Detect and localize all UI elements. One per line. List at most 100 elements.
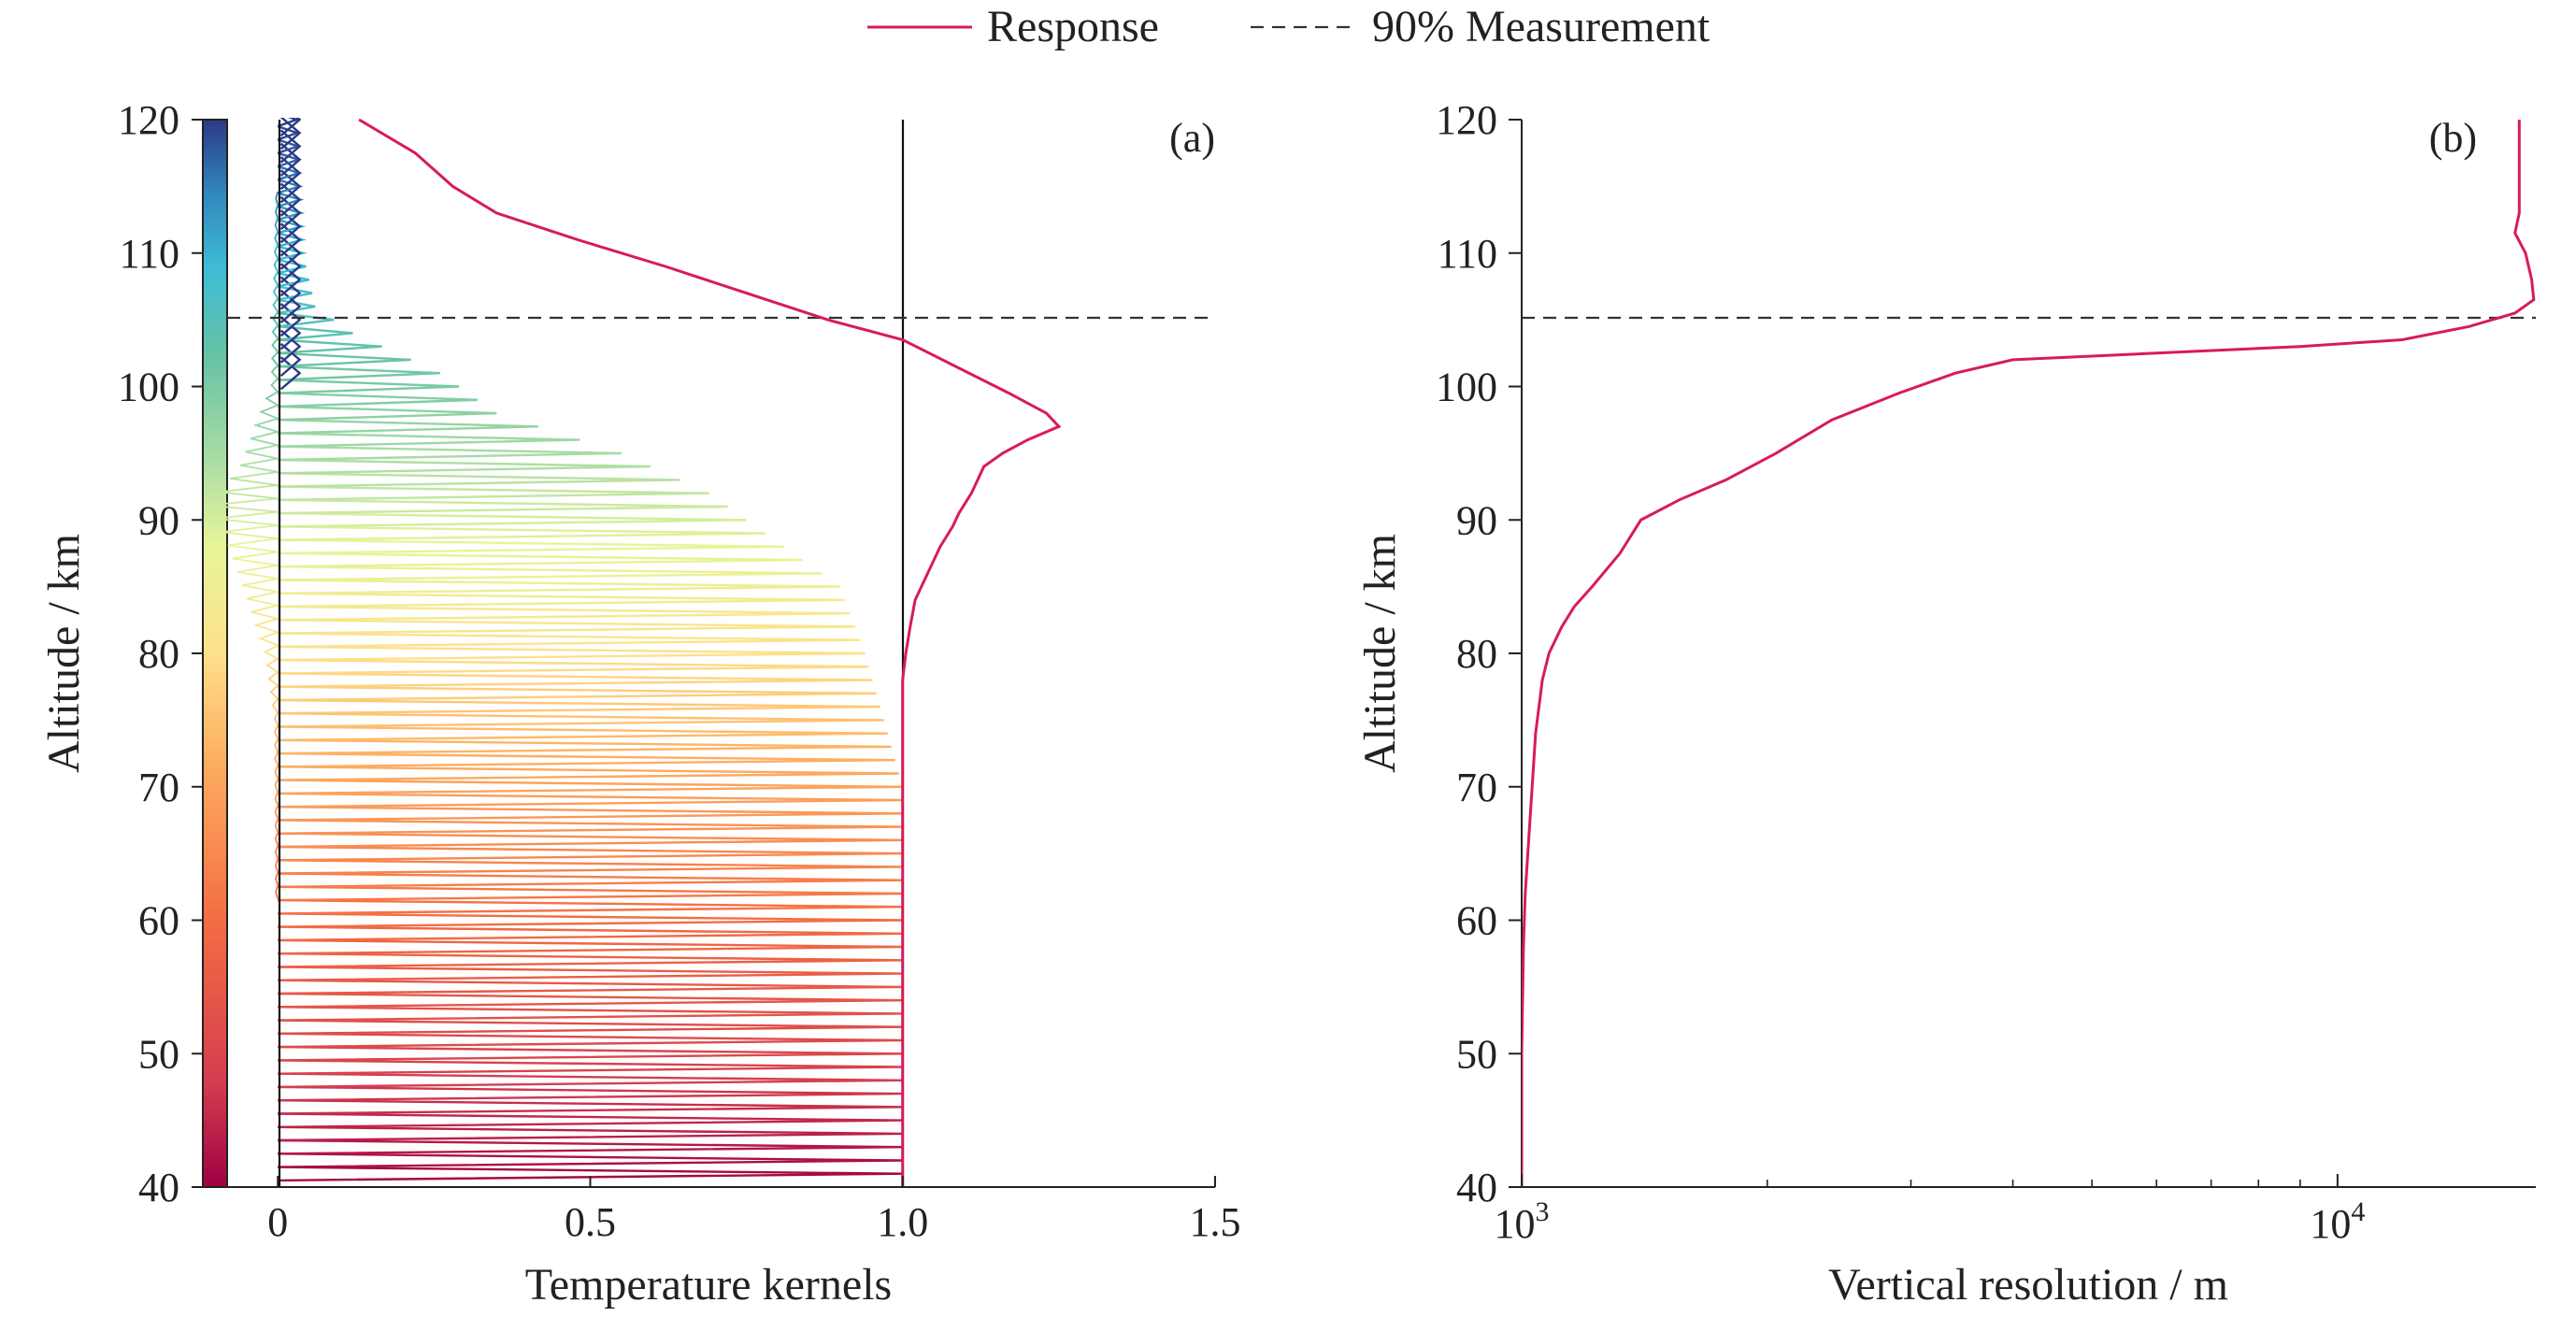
y-tick-label-b: 120 bbox=[1436, 97, 1497, 143]
kernel-line bbox=[278, 551, 803, 568]
kernel-negative-lobe bbox=[271, 697, 279, 713]
colorbar bbox=[202, 119, 228, 1188]
kernel-line bbox=[278, 565, 822, 581]
kernel-line bbox=[278, 779, 903, 795]
panel-a: 0 0.5 1.0 1.5 40 50 60 70 80 90 100 110 120 (a) Temp… bbox=[39, 97, 1241, 1310]
kernel-line bbox=[278, 1152, 903, 1168]
y-tick-label-a: 120 bbox=[118, 97, 179, 143]
y-tick-label-a: 100 bbox=[118, 365, 179, 410]
kernel-lines bbox=[208, 118, 903, 1182]
kernel-negative-lobe bbox=[273, 258, 279, 273]
kernel-line bbox=[278, 992, 903, 1009]
kernel-negative-lobe bbox=[271, 324, 279, 339]
y-tick-label-b: 60 bbox=[1456, 898, 1497, 944]
kernel-line bbox=[278, 538, 784, 555]
kernel-line bbox=[278, 979, 903, 995]
kernel-line bbox=[278, 738, 892, 755]
kernel-negative-lobe bbox=[275, 885, 279, 899]
y-tick-label-a: 110 bbox=[120, 231, 179, 277]
kernel-line bbox=[278, 658, 869, 675]
y-tick-label-a: 80 bbox=[138, 631, 179, 677]
kernel-negative-lobe bbox=[265, 391, 279, 407]
kernel-line bbox=[278, 525, 766, 541]
kernel-negative-lobe bbox=[252, 618, 279, 634]
kernel-upper-band bbox=[279, 236, 302, 270]
x-tick-label-b: 104 bbox=[2310, 1196, 2365, 1247]
kernel-line bbox=[278, 379, 460, 394]
kernel-negative-lobe bbox=[250, 431, 279, 447]
kernel-upper-band bbox=[279, 303, 302, 337]
y-tick-label-b: 70 bbox=[1456, 765, 1497, 810]
kernel-upper-band bbox=[279, 249, 302, 284]
kernel-line bbox=[277, 138, 302, 154]
kernel-negative-lobe bbox=[275, 871, 279, 886]
kernel-negative-lobe bbox=[274, 205, 279, 219]
kernel-negative-lobe bbox=[271, 337, 279, 352]
x-tick-label-a: 1.0 bbox=[877, 1199, 928, 1245]
x-axis-label-a: Temperature kernels bbox=[525, 1260, 892, 1310]
kernel-line bbox=[278, 645, 866, 662]
kernel-negative-lobe bbox=[269, 684, 279, 700]
panel-label-a: (a) bbox=[1169, 115, 1215, 161]
kernel-line bbox=[277, 232, 307, 248]
kernel-negative-lobe bbox=[272, 284, 279, 299]
kernel-negative-lobe bbox=[267, 671, 279, 687]
kernel-line bbox=[278, 1072, 903, 1089]
y-tick-label-b: 40 bbox=[1456, 1165, 1497, 1210]
kernel-line bbox=[278, 898, 903, 915]
kernel-negative-lobe bbox=[273, 711, 279, 726]
kernel-line bbox=[278, 498, 728, 515]
kernel-line bbox=[277, 124, 301, 141]
x-axis-label-b: Vertical resolution / m bbox=[1828, 1260, 2228, 1310]
kernel-line bbox=[278, 1045, 903, 1062]
y-tick-label-b: 100 bbox=[1436, 365, 1497, 410]
kernel-upper-band bbox=[279, 263, 302, 297]
kernel-line bbox=[278, 579, 840, 594]
kernel-upper-band bbox=[279, 222, 302, 257]
kernel-upper-band bbox=[279, 209, 302, 244]
kernel-negative-lobe bbox=[273, 244, 279, 259]
kernel-line bbox=[278, 311, 335, 328]
kernel-line bbox=[278, 432, 580, 448]
kernel-negative-lobe bbox=[245, 444, 279, 460]
kernel-line bbox=[278, 1112, 903, 1128]
kernel-negative-lobe bbox=[258, 631, 279, 647]
kernel-negative-lobe bbox=[274, 792, 279, 807]
kernel-line bbox=[278, 672, 873, 688]
kernel-upper-band bbox=[279, 118, 302, 137]
kernel-negative-lobe bbox=[274, 738, 279, 752]
kernel-line bbox=[278, 338, 382, 354]
kernel-line bbox=[278, 1032, 903, 1049]
kernel-line bbox=[278, 592, 846, 608]
kernel-upper-band bbox=[279, 356, 302, 391]
kernel-negative-lobe bbox=[215, 510, 279, 526]
legend-response-label: Response bbox=[987, 2, 1159, 51]
ticks-a: 0 0.5 1.0 1.5 40 50 60 70 80 90 100 110 120 bbox=[118, 97, 1241, 1245]
kernel-line bbox=[278, 619, 855, 635]
kernel-negative-lobe bbox=[265, 657, 279, 673]
kernel-negative-lobe bbox=[274, 752, 279, 766]
kernel-negative-lobe bbox=[221, 524, 279, 540]
kernel-negative-lobe bbox=[274, 724, 279, 739]
kernel-negative-lobe bbox=[208, 497, 279, 513]
panel-label-b: (b) bbox=[2429, 115, 2477, 161]
kernel-negative-lobe bbox=[271, 351, 279, 366]
kernel-line bbox=[278, 351, 411, 368]
kernel-line bbox=[278, 712, 884, 728]
kernel-upper-band bbox=[279, 289, 302, 323]
kernel-line bbox=[278, 1019, 903, 1035]
kernel-negative-lobe bbox=[275, 191, 279, 206]
kernel-line bbox=[277, 118, 300, 128]
kernel-line bbox=[278, 1006, 903, 1022]
y-tick-label-a: 40 bbox=[138, 1165, 179, 1210]
y-axis-label-b: Altitude / km bbox=[1355, 534, 1405, 773]
legend-measurement-label: 90% Measurement bbox=[1372, 2, 1710, 51]
kernel-negative-lobe bbox=[232, 551, 279, 566]
kernel-negative-lobe bbox=[241, 578, 279, 594]
kernel-negative-lobe bbox=[274, 231, 279, 246]
response-curve-b bbox=[1522, 120, 2536, 1187]
kernel-negative-lobe bbox=[273, 271, 279, 286]
kernel-negative-lobe bbox=[274, 765, 279, 780]
kernel-line bbox=[277, 245, 308, 262]
